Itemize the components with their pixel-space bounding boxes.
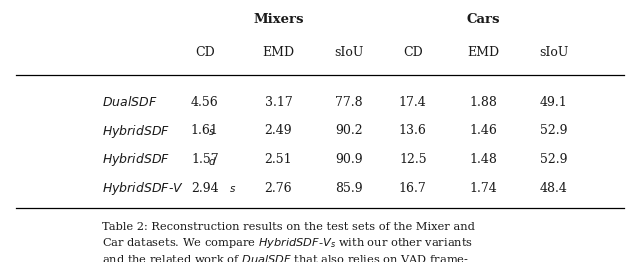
Text: 12.5: 12.5 [399, 153, 427, 166]
Text: 90.2: 90.2 [335, 124, 363, 138]
Text: 2.94: 2.94 [191, 182, 219, 195]
Text: 52.9: 52.9 [540, 124, 567, 138]
Text: Table 2: Reconstruction results on the test sets of the Mixer and: Table 2: Reconstruction results on the t… [102, 222, 476, 232]
Text: 2.51: 2.51 [264, 153, 292, 166]
Text: $\mathit{d}$: $\mathit{d}$ [208, 155, 216, 167]
Text: 52.9: 52.9 [540, 153, 567, 166]
Text: 48.4: 48.4 [540, 182, 568, 195]
Text: 1.57: 1.57 [191, 153, 219, 166]
Text: 1.88: 1.88 [469, 96, 497, 109]
Text: 1.74: 1.74 [469, 182, 497, 195]
Text: EMD: EMD [262, 46, 294, 59]
Text: Mixers: Mixers [253, 13, 303, 26]
Text: 85.9: 85.9 [335, 182, 363, 195]
Text: $\mathit{HybridSDF}$: $\mathit{HybridSDF}$ [102, 123, 171, 139]
Text: Car datasets. We compare $\mathit{HybridSDF\text{-}V_s}$ with our other variants: Car datasets. We compare $\mathit{Hybrid… [102, 236, 474, 250]
Text: $\mathit{s}$: $\mathit{s}$ [229, 184, 236, 194]
Text: CD: CD [195, 46, 214, 59]
Text: 2.49: 2.49 [264, 124, 292, 138]
Text: $\mathit{DualSDF}$: $\mathit{DualSDF}$ [102, 95, 158, 109]
Text: and the related work of $\mathit{DualSDF}$ that also relies on VAD frame-: and the related work of $\mathit{DualSDF… [102, 253, 469, 262]
Text: 1.46: 1.46 [469, 124, 497, 138]
Text: 77.8: 77.8 [335, 96, 363, 109]
Text: 13.6: 13.6 [399, 124, 427, 138]
Text: 16.7: 16.7 [399, 182, 427, 195]
Text: 49.1: 49.1 [540, 96, 568, 109]
Text: EMD: EMD [467, 46, 499, 59]
Text: 1.48: 1.48 [469, 153, 497, 166]
Text: 3.17: 3.17 [264, 96, 292, 109]
Text: $\mathit{HybridSDF\text{-}V}$: $\mathit{HybridSDF\text{-}V}$ [102, 180, 184, 197]
Text: 17.4: 17.4 [399, 96, 427, 109]
Text: 90.9: 90.9 [335, 153, 363, 166]
Text: Cars: Cars [467, 13, 500, 26]
Text: 4.56: 4.56 [191, 96, 219, 109]
Text: sIoU: sIoU [334, 46, 364, 59]
Text: 1.61: 1.61 [191, 124, 219, 138]
Text: sIoU: sIoU [539, 46, 568, 59]
Text: $\mathit{HybridSDF}$: $\mathit{HybridSDF}$ [102, 151, 171, 168]
Text: CD: CD [403, 46, 422, 59]
Text: 2.76: 2.76 [264, 182, 292, 195]
Text: $\mathit{s}$: $\mathit{s}$ [208, 127, 215, 137]
